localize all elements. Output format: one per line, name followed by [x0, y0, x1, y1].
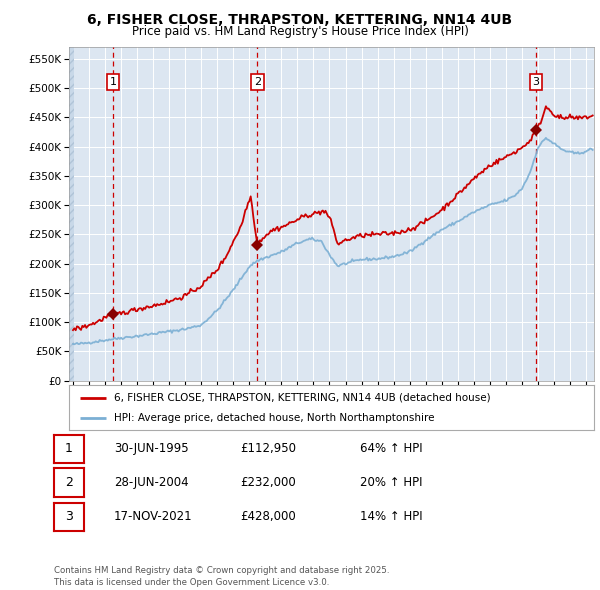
- Text: £232,000: £232,000: [240, 476, 296, 489]
- Text: £112,950: £112,950: [240, 442, 296, 455]
- Text: 20% ↑ HPI: 20% ↑ HPI: [360, 476, 422, 489]
- Text: 3: 3: [65, 510, 73, 523]
- Text: 28-JUN-2004: 28-JUN-2004: [114, 476, 188, 489]
- Text: 3: 3: [532, 77, 539, 87]
- Text: Price paid vs. HM Land Registry's House Price Index (HPI): Price paid vs. HM Land Registry's House …: [131, 25, 469, 38]
- Text: 2: 2: [65, 476, 73, 489]
- Text: 1: 1: [110, 77, 116, 87]
- Text: 6, FISHER CLOSE, THRAPSTON, KETTERING, NN14 4UB (detached house): 6, FISHER CLOSE, THRAPSTON, KETTERING, N…: [113, 393, 490, 402]
- Text: 30-JUN-1995: 30-JUN-1995: [114, 442, 188, 455]
- Text: 64% ↑ HPI: 64% ↑ HPI: [360, 442, 422, 455]
- Text: 17-NOV-2021: 17-NOV-2021: [114, 510, 193, 523]
- Text: 14% ↑ HPI: 14% ↑ HPI: [360, 510, 422, 523]
- Bar: [69, 47, 74, 381]
- Text: 1: 1: [65, 442, 73, 455]
- Text: HPI: Average price, detached house, North Northamptonshire: HPI: Average price, detached house, Nort…: [113, 414, 434, 424]
- Text: 2: 2: [254, 77, 261, 87]
- Text: 6, FISHER CLOSE, THRAPSTON, KETTERING, NN14 4UB: 6, FISHER CLOSE, THRAPSTON, KETTERING, N…: [88, 13, 512, 27]
- Text: £428,000: £428,000: [240, 510, 296, 523]
- Text: Contains HM Land Registry data © Crown copyright and database right 2025.
This d: Contains HM Land Registry data © Crown c…: [54, 566, 389, 587]
